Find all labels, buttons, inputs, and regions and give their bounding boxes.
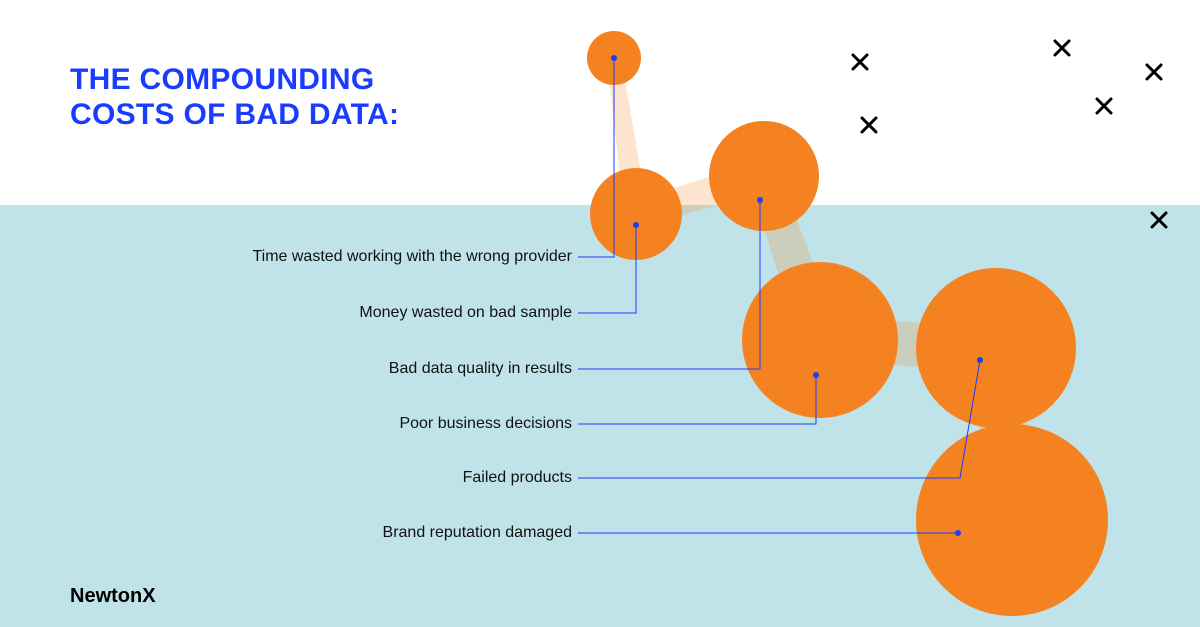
brand-logo: NewtonX xyxy=(70,585,156,608)
infographic-stage: THE COMPOUNDING COSTS OF BAD DATA: Time … xyxy=(0,0,1200,627)
cost-label: Poor business decisions xyxy=(399,415,572,433)
cost-label: Bad data quality in results xyxy=(389,360,572,378)
title-line-2: COSTS OF BAD DATA: xyxy=(70,97,399,132)
background-bottom xyxy=(0,205,1200,627)
cost-label: Failed products xyxy=(463,469,572,487)
title-line-1: THE COMPOUNDING xyxy=(70,62,399,97)
cost-label: Time wasted working with the wrong provi… xyxy=(252,248,572,266)
page-title: THE COMPOUNDING COSTS OF BAD DATA: xyxy=(70,62,399,133)
cost-label: Brand reputation damaged xyxy=(383,524,572,542)
cost-label: Money wasted on bad sample xyxy=(359,304,572,322)
